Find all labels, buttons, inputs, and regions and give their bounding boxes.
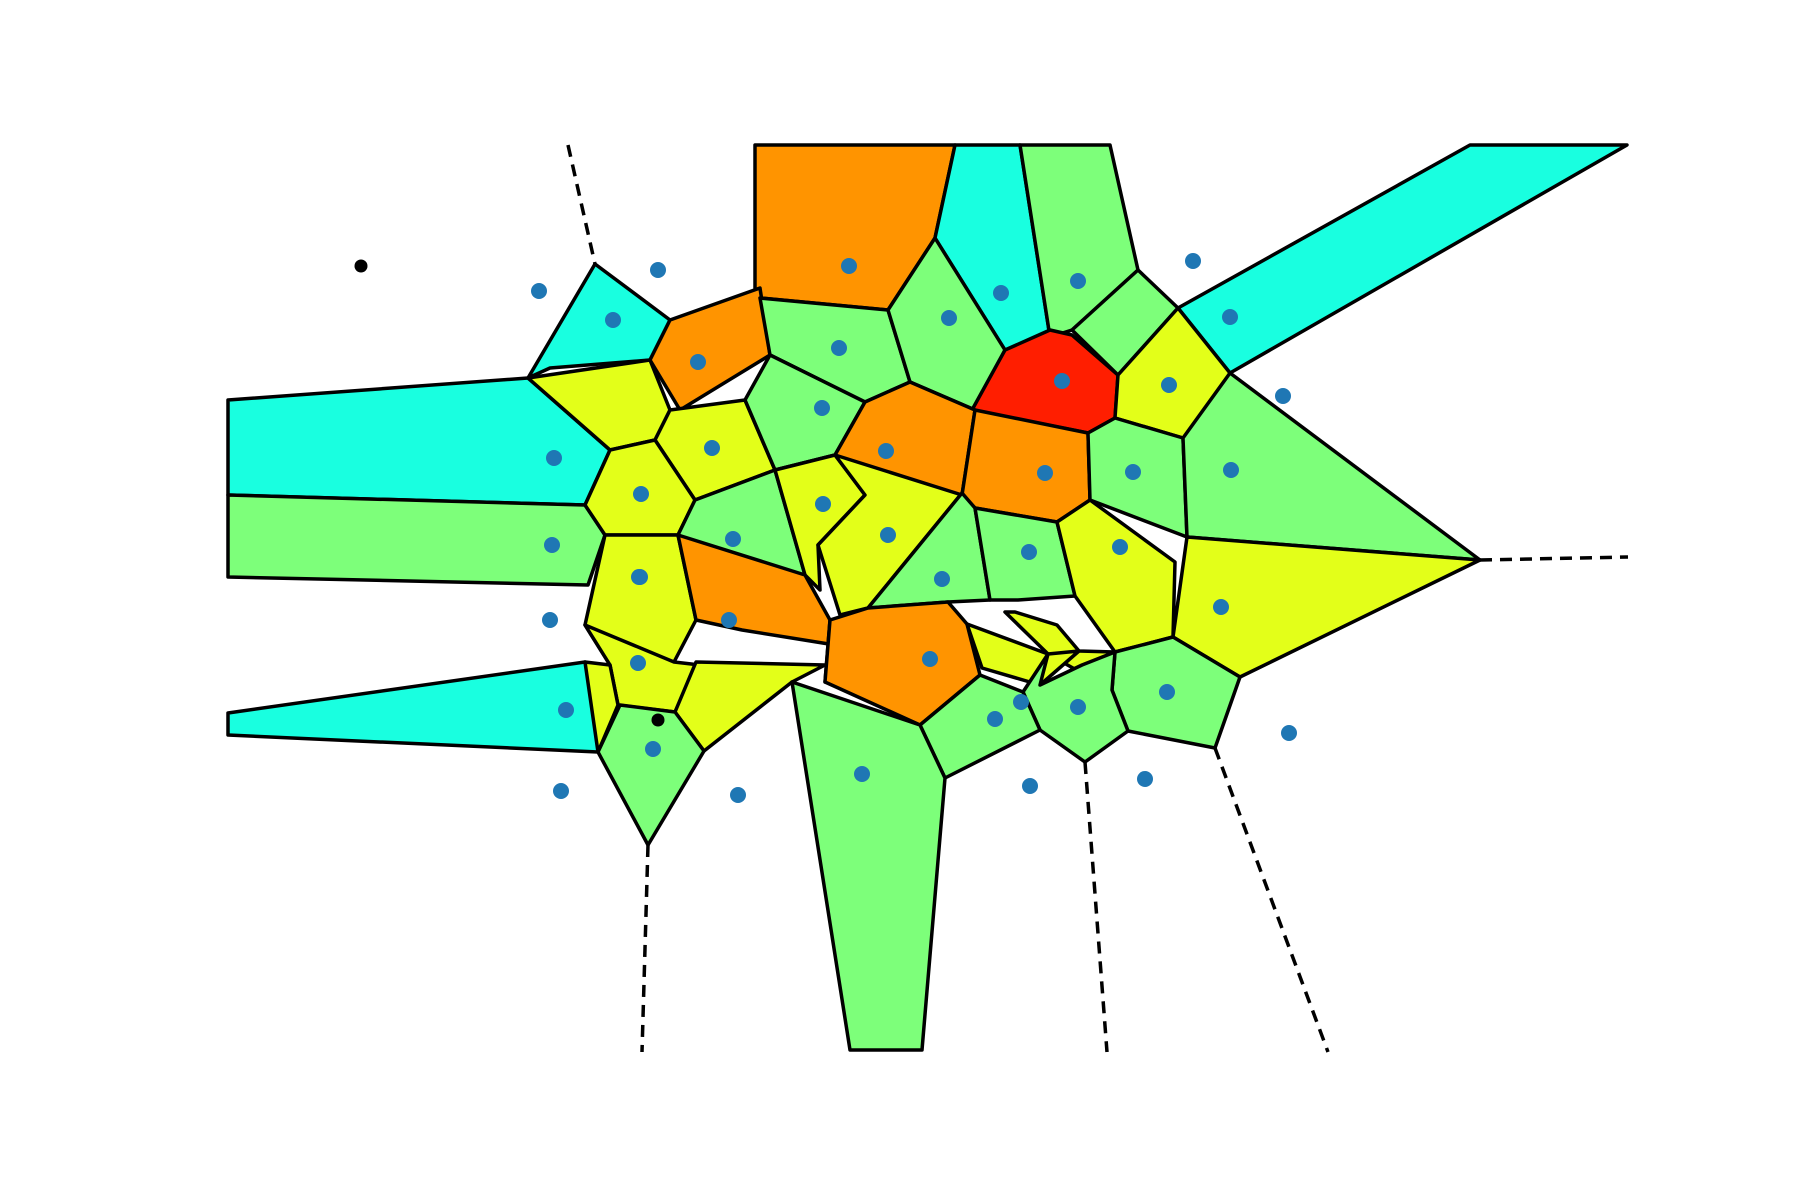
seed-point bbox=[630, 655, 646, 671]
seed-point bbox=[730, 787, 746, 803]
seed-point bbox=[1159, 684, 1175, 700]
voronoi-cell bbox=[790, 680, 947, 1052]
seed-point bbox=[987, 711, 1003, 727]
voronoi-cell bbox=[673, 660, 827, 753]
seed-point bbox=[1054, 373, 1070, 389]
voronoi-vertices bbox=[354, 259, 665, 727]
seed-point bbox=[1137, 771, 1153, 787]
seed-point bbox=[690, 354, 706, 370]
seed-point bbox=[1125, 464, 1141, 480]
seed-point bbox=[841, 258, 857, 274]
voronoi-cell bbox=[583, 660, 620, 754]
seed-point bbox=[542, 612, 558, 628]
seed-point bbox=[725, 531, 741, 547]
seed-point bbox=[650, 262, 666, 278]
infinite-ridge bbox=[566, 144, 597, 265]
infinite-ridge bbox=[640, 844, 650, 1053]
seed-point bbox=[1222, 309, 1238, 325]
voronoi-cell bbox=[866, 491, 992, 610]
seed-point bbox=[878, 443, 894, 459]
seed-point bbox=[880, 527, 896, 543]
seed-point bbox=[605, 312, 621, 328]
seed-point bbox=[1037, 465, 1053, 481]
seed-point bbox=[546, 450, 562, 466]
voronoi-vertex bbox=[651, 713, 665, 727]
seed-point bbox=[1070, 273, 1086, 289]
seed-point bbox=[1161, 377, 1177, 393]
seed-point bbox=[1281, 725, 1297, 741]
seed-point bbox=[704, 440, 720, 456]
seed-point bbox=[1275, 388, 1291, 404]
voronoi-cell bbox=[823, 600, 982, 727]
seed-point bbox=[633, 486, 649, 502]
infinite-ridge bbox=[1479, 555, 1629, 562]
seed-point bbox=[1223, 462, 1239, 478]
infinite-ridge bbox=[1213, 747, 1330, 1053]
seed-point bbox=[941, 310, 957, 326]
seed-point bbox=[815, 496, 831, 512]
seed-point bbox=[531, 283, 547, 299]
voronoi-cell bbox=[596, 703, 706, 847]
infinite-ridge bbox=[1083, 761, 1109, 1053]
seed-point bbox=[993, 285, 1009, 301]
seed-points bbox=[531, 253, 1297, 803]
seed-point bbox=[831, 340, 847, 356]
seed-point bbox=[553, 783, 569, 799]
voronoi-cell bbox=[226, 493, 607, 587]
voronoi-cell bbox=[526, 262, 672, 380]
seed-point bbox=[1022, 778, 1038, 794]
seed-point bbox=[922, 651, 938, 667]
seed-point bbox=[1112, 539, 1128, 555]
voronoi-cell bbox=[648, 286, 772, 412]
voronoi-cells bbox=[226, 143, 1629, 1052]
seed-point bbox=[1013, 694, 1029, 710]
seed-point bbox=[1021, 544, 1037, 560]
voronoi-vertex bbox=[354, 259, 368, 273]
seed-point bbox=[854, 766, 870, 782]
seed-point bbox=[814, 400, 830, 416]
seed-point bbox=[1213, 599, 1229, 615]
seed-point bbox=[934, 571, 950, 587]
seed-point bbox=[721, 612, 737, 628]
voronoi-cell bbox=[965, 622, 1081, 687]
seed-point bbox=[1070, 699, 1086, 715]
infinite-ridges bbox=[566, 144, 1629, 1053]
seed-point bbox=[558, 702, 574, 718]
voronoi-cell bbox=[1176, 143, 1629, 375]
seed-point bbox=[544, 537, 560, 553]
seed-point bbox=[631, 569, 647, 585]
seed-point bbox=[1185, 253, 1201, 269]
seed-point bbox=[645, 741, 661, 757]
